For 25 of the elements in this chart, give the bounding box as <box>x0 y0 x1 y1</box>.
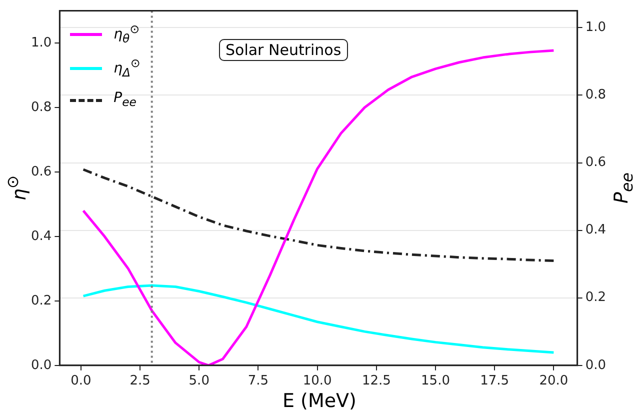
y-tick-label: 0.0 <box>30 358 52 373</box>
y2-tick-label: 0.8 <box>585 88 606 103</box>
x-tick-label: 20.0 <box>539 374 568 389</box>
y2-tick-label: 1.0 <box>585 20 606 36</box>
x-tick-label: 12.5 <box>362 374 391 389</box>
y-tick-label: 1.0 <box>30 35 52 50</box>
y2-tick-label: 0.6 <box>585 155 606 170</box>
x-tick-label: 10.0 <box>302 374 332 389</box>
x-tick-label: 5.0 <box>188 374 210 389</box>
y-tick-label: 0.2 <box>30 293 52 308</box>
y2-tick-label: 0.0 <box>585 358 606 373</box>
y-tick-label: 0.6 <box>30 164 52 180</box>
x-tick-label: 0.0 <box>70 374 92 389</box>
x-tick-label: 7.5 <box>248 374 269 389</box>
line-series <box>82 168 555 262</box>
x-tick-label: 17.5 <box>480 374 510 389</box>
y2-tick-label: 0.4 <box>585 222 606 238</box>
annotation: Solar Neutrinos <box>218 38 348 61</box>
x-tick-label: 2.5 <box>130 374 150 389</box>
y-tick-label: 0.8 <box>30 100 52 115</box>
y-tick-label: 0.4 <box>30 228 52 244</box>
legend-label: P$_{ee}$ <box>114 88 136 110</box>
x-axis-title: E (MeV) <box>282 390 358 412</box>
x-tick-label: 15.0 <box>421 374 450 389</box>
y2-tick-label: 0.2 <box>585 290 606 306</box>
